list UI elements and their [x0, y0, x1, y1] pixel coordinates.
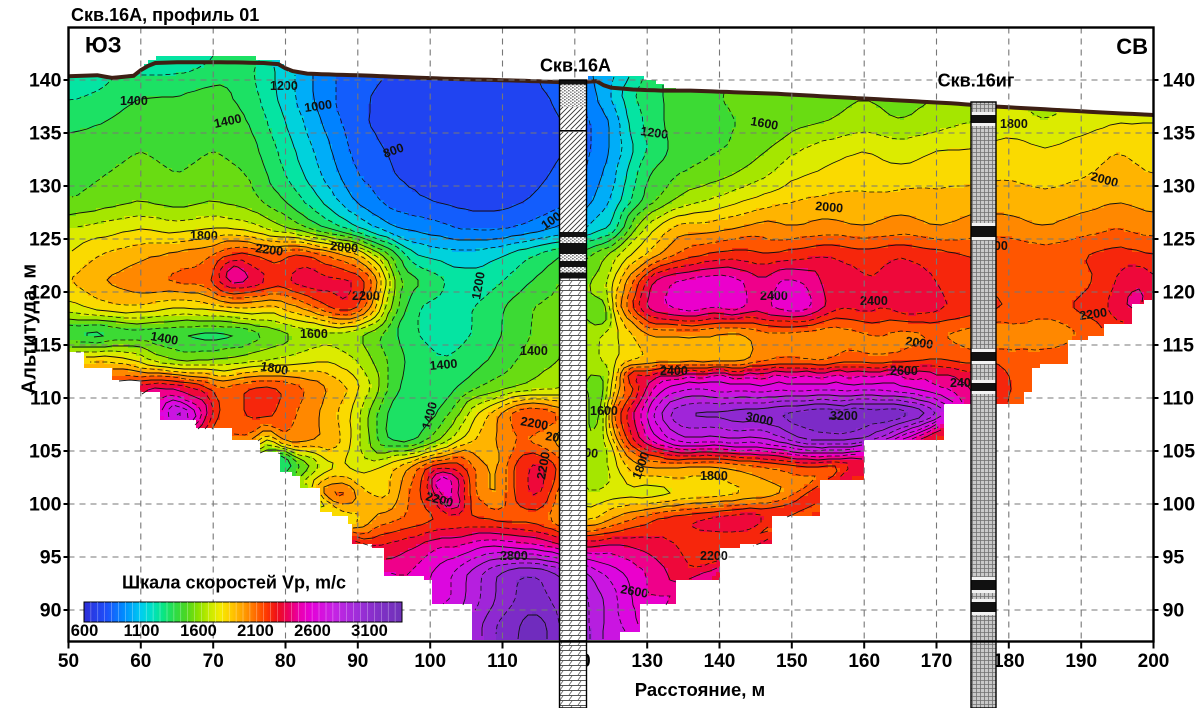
svg-text:115: 115	[1163, 335, 1195, 357]
svg-text:1200: 1200	[270, 79, 298, 93]
svg-text:110: 110	[487, 651, 518, 672]
svg-text:2000: 2000	[905, 334, 935, 352]
svg-text:1800: 1800	[190, 229, 218, 243]
svg-text:Расстояние, м: Расстояние, м	[635, 679, 765, 700]
svg-text:ЮЗ: ЮЗ	[85, 33, 121, 58]
svg-text:Скв.16А, профиль 01: Скв.16А, профиль 01	[71, 5, 259, 25]
svg-text:1600: 1600	[749, 114, 779, 133]
svg-text:2000: 2000	[330, 239, 359, 255]
svg-text:2400: 2400	[660, 364, 688, 378]
svg-text:3200: 3200	[830, 409, 858, 423]
svg-text:1100: 1100	[124, 622, 160, 640]
svg-text:Скв.16А: Скв.16А	[540, 56, 611, 76]
svg-text:1400: 1400	[429, 357, 458, 373]
svg-text:2200: 2200	[534, 451, 553, 481]
svg-text:1600: 1600	[300, 327, 328, 341]
svg-text:130: 130	[631, 651, 663, 672]
svg-text:190: 190	[1065, 651, 1097, 672]
svg-text:90: 90	[347, 651, 368, 672]
svg-text:2600: 2600	[619, 582, 649, 601]
svg-text:95: 95	[40, 547, 62, 569]
svg-text:2200: 2200	[255, 241, 285, 259]
svg-text:200: 200	[1138, 651, 1170, 672]
svg-text:115: 115	[30, 335, 62, 357]
svg-text:80: 80	[275, 651, 296, 672]
svg-text:95: 95	[1163, 547, 1185, 569]
svg-text:2000: 2000	[815, 199, 844, 215]
svg-text:130: 130	[1163, 176, 1196, 198]
svg-text:800: 800	[381, 141, 405, 161]
svg-text:2400: 2400	[860, 294, 888, 308]
svg-text:1400: 1400	[213, 111, 243, 130]
svg-text:125: 125	[1163, 229, 1196, 251]
svg-text:2200: 2200	[700, 549, 728, 563]
svg-text:2200: 2200	[352, 289, 380, 303]
svg-text:170: 170	[921, 651, 953, 672]
svg-text:1400: 1400	[149, 329, 179, 348]
svg-text:120: 120	[1163, 282, 1196, 304]
svg-text:2000: 2000	[1089, 169, 1120, 190]
svg-text:160: 160	[848, 651, 880, 672]
svg-text:100: 100	[414, 651, 446, 672]
svg-text:105: 105	[29, 441, 62, 463]
svg-text:Альтитуда, м: Альтитуда, м	[19, 264, 41, 394]
svg-text:110: 110	[30, 388, 62, 410]
svg-text:180: 180	[993, 651, 1025, 672]
svg-text:60: 60	[130, 651, 151, 672]
svg-text:СВ: СВ	[1116, 34, 1148, 59]
svg-text:3100: 3100	[351, 622, 388, 640]
svg-text:150: 150	[776, 651, 808, 672]
svg-text:125: 125	[29, 229, 62, 251]
svg-text:2200: 2200	[1078, 305, 1108, 323]
svg-text:600: 600	[71, 622, 99, 640]
svg-text:1000: 1000	[303, 97, 333, 115]
svg-text:50: 50	[58, 651, 79, 672]
svg-text:2400: 2400	[760, 289, 788, 303]
svg-text:105: 105	[1163, 441, 1196, 463]
svg-text:Скв.16иг: Скв.16иг	[938, 71, 1015, 91]
svg-text:1600: 1600	[180, 622, 217, 640]
svg-text:130: 130	[29, 176, 62, 198]
svg-text:1200: 1200	[469, 271, 488, 301]
svg-text:Шкала скоростей Vp, m/c: Шкала скоростей Vp, m/c	[122, 573, 346, 593]
svg-text:100: 100	[29, 494, 62, 516]
svg-text:1400: 1400	[520, 344, 548, 358]
svg-text:2600: 2600	[294, 622, 331, 640]
svg-text:135: 135	[29, 123, 62, 145]
svg-text:2800: 2800	[500, 549, 528, 563]
svg-text:90: 90	[1163, 600, 1185, 622]
svg-text:120: 120	[29, 282, 62, 304]
svg-text:90: 90	[40, 600, 62, 622]
svg-text:1800: 1800	[1000, 117, 1028, 131]
svg-text:2200: 2200	[424, 489, 455, 510]
svg-text:1800: 1800	[700, 469, 728, 483]
svg-text:2600: 2600	[890, 364, 918, 378]
svg-text:140: 140	[29, 70, 62, 92]
svg-text:100: 100	[1163, 494, 1196, 516]
svg-text:1800: 1800	[259, 359, 289, 378]
svg-text:70: 70	[203, 651, 224, 672]
svg-text:3000: 3000	[744, 409, 774, 428]
svg-text:140: 140	[1163, 70, 1196, 92]
svg-text:1600: 1600	[590, 404, 618, 418]
svg-text:2100: 2100	[237, 622, 274, 640]
svg-text:110: 110	[1163, 388, 1195, 410]
svg-text:135: 135	[1163, 123, 1196, 145]
svg-text:140: 140	[704, 651, 736, 672]
svg-text:2200: 2200	[519, 414, 549, 433]
svg-text:1400: 1400	[120, 94, 148, 108]
